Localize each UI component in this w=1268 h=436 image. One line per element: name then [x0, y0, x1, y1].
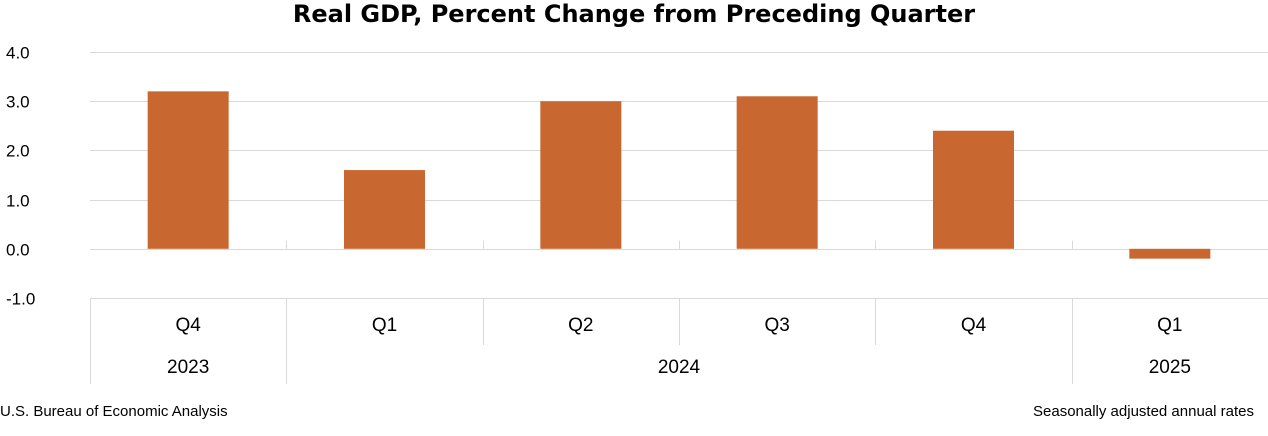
bar: [344, 170, 425, 249]
x-tick-label: Q1: [372, 315, 397, 336]
x-tick-label: Q2: [568, 315, 593, 336]
y-tick-label: -1.0: [6, 290, 35, 309]
bar: [147, 91, 229, 249]
x-tick-label: Q3: [764, 315, 789, 336]
bar: [736, 96, 818, 249]
y-tick-label: 4.0: [6, 44, 30, 63]
y-tick-label: 0.0: [6, 241, 30, 260]
y-tick-label: 3.0: [6, 93, 30, 112]
bar: [1129, 248, 1211, 259]
x-tick-label: Q4: [175, 315, 201, 336]
y-tick-label: 2.0: [6, 142, 30, 161]
year-label: 2025: [1149, 357, 1191, 378]
source-label: U.S. Bureau of Economic Analysis: [0, 403, 228, 420]
x-tick-label: Q4: [961, 315, 987, 336]
x-tick-label: Q1: [1157, 315, 1182, 336]
chart-title: Real GDP, Percent Change from Preceding …: [292, 0, 976, 28]
bar: [540, 101, 622, 249]
note-label: Seasonally adjusted annual rates: [1033, 403, 1254, 420]
bar: [933, 130, 1014, 249]
year-label: 2024: [658, 357, 701, 378]
y-tick-label: 1.0: [6, 192, 30, 211]
year-label: 2023: [167, 357, 209, 378]
